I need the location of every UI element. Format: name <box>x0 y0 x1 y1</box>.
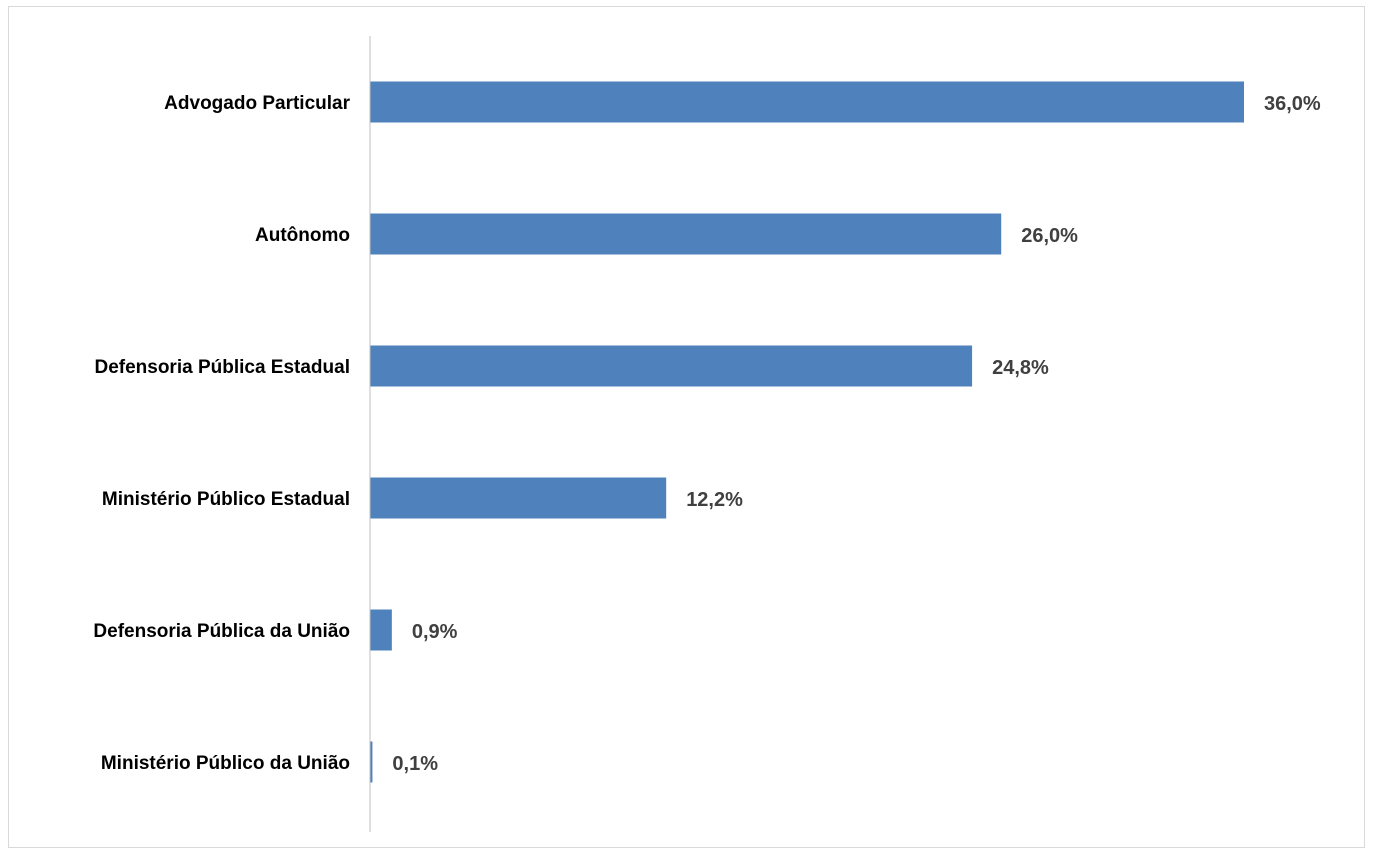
chart-frame <box>8 6 1365 848</box>
category-label-3: Defensoria Pública Estadual <box>94 357 350 378</box>
data-label-3: 24,8% <box>992 357 1049 379</box>
bar-1 <box>370 81 1244 123</box>
data-label-6: 0,1% <box>392 753 438 775</box>
category-label-2: Autônomo <box>255 225 350 246</box>
value-labels-group: 36,0% 26,0% 24,8% 12,2% 0,9% 0,1% <box>392 93 1320 775</box>
data-label-4: 12,2% <box>686 489 743 511</box>
bars-group <box>370 81 1244 783</box>
data-label-1: 36,0% <box>1264 93 1321 115</box>
data-label-2: 26,0% <box>1021 225 1078 247</box>
category-label-1: Advogado Particular <box>164 93 350 114</box>
bar-2 <box>370 213 1002 255</box>
category-label-5: Defensoria Pública da União <box>93 621 350 642</box>
data-label-5: 0,9% <box>412 621 458 643</box>
bar-4 <box>370 477 667 519</box>
category-label-6: Ministério Público da União <box>101 753 350 774</box>
category-label-4: Ministério Público Estadual <box>102 489 350 510</box>
bar-5 <box>370 609 392 651</box>
bar-6 <box>370 741 373 783</box>
category-labels-group: Advogado Particular Autônomo Defensoria Pú… <box>93 93 350 774</box>
bar-3 <box>370 345 973 387</box>
